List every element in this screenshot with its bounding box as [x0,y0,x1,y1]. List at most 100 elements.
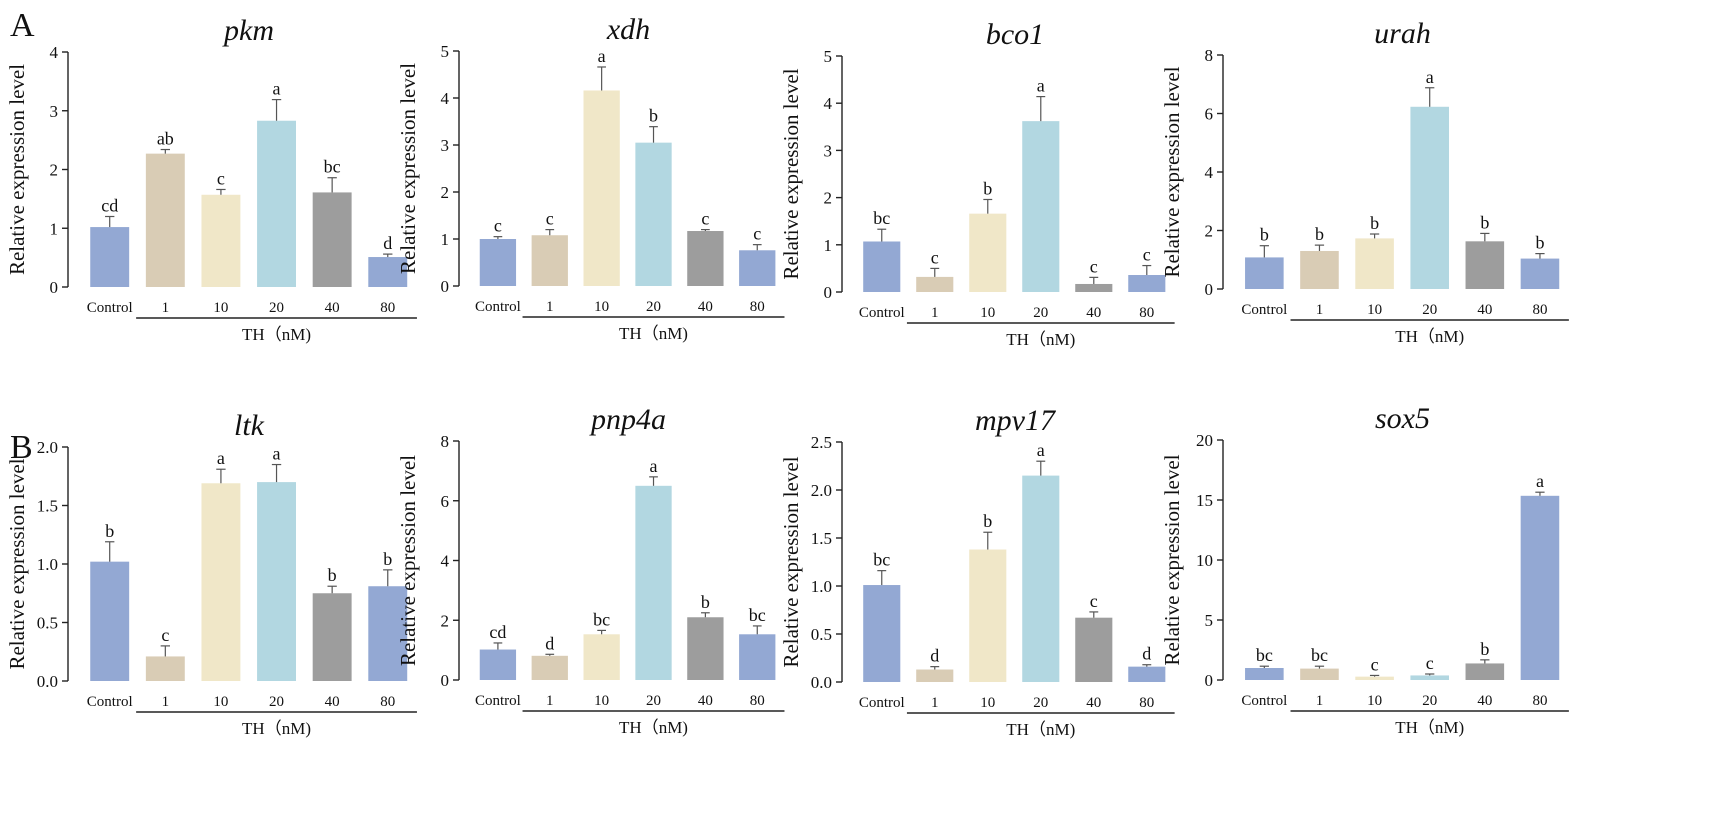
bar-1 [1300,250,1339,289]
bar-20 [1410,675,1449,680]
x-tick-label-Control: Control [1241,302,1287,318]
bar-1 [531,235,568,286]
significance-label-10: b [1370,213,1379,233]
x-tick-label-Control: Control [475,693,521,709]
y-tick-label: 0 [441,671,450,690]
significance-label-1: c [546,209,554,229]
bar-Control [479,649,517,680]
group-label: TH（nM) [1006,330,1075,349]
y-tick-label: 2.0 [811,481,832,500]
significance-label-Control: c [494,216,502,236]
x-tick-label-20: 20 [646,693,661,709]
bar-80 [1128,275,1166,292]
significance-label-1: c [161,625,169,645]
bar-Control [863,241,901,292]
significance-label-40: c [701,209,709,229]
x-tick-label-80: 80 [1139,305,1154,321]
y-tick-label: 2.5 [811,433,832,452]
x-tick-label-10: 10 [980,305,995,321]
group-label: TH（nM) [1395,327,1464,346]
significance-label-80: d [383,233,392,253]
y-tick-label: 3 [441,136,450,155]
group-label: TH（nM) [619,324,688,343]
y-axis-label: Relative expression level [396,63,420,274]
bar-20 [1022,121,1060,292]
x-tick-label-10: 10 [1367,693,1382,709]
bar-10 [583,634,620,680]
panel-letter-a: A [10,7,35,44]
y-tick-label: 0 [1205,280,1214,299]
bar-10 [583,90,620,286]
x-tick-label-10: 10 [980,695,995,711]
significance-label-40: b [1480,639,1489,659]
x-tick-label-40: 40 [325,694,340,710]
y-tick-label: 1.5 [811,529,832,548]
x-tick-label-80: 80 [380,694,395,710]
group-label: TH（nM) [242,325,311,344]
chart-mpv17: mpv17 Relative expression level 0.0 0.5 1.0 1… [779,404,1175,739]
significance-label-10: a [217,448,225,468]
bar-40 [1465,241,1505,289]
bar-1 [1300,668,1339,680]
y-tick-label: 0 [50,278,59,297]
chart-urah: urah Relative expression level 0 2 4 6 8 b Contr… [1160,17,1569,346]
bar-40 [687,617,724,680]
x-tick-label-10: 10 [213,300,228,316]
y-tick-label: 0.0 [811,673,832,692]
chart-title: pkm [222,14,274,47]
x-tick-label-40: 40 [1477,302,1492,318]
significance-label-20: a [273,444,281,464]
bar-20 [1022,475,1060,682]
panel-letter-b: B [10,429,33,466]
y-tick-label: 2 [441,183,450,202]
bar-40 [1075,617,1113,682]
y-tick-label: 2 [50,161,59,180]
charts-group: pkm Relative expression level 0 1 2 3 4 c d Contr… [5,13,1569,739]
x-tick-label-40: 40 [1086,695,1101,711]
significance-label-20: a [273,79,281,99]
y-tick-label: 8 [1205,46,1214,65]
x-tick-label-20: 20 [1033,695,1048,711]
bar-10 [969,213,1007,292]
y-tick-label: 0 [1205,671,1214,690]
x-tick-label-20: 20 [269,300,284,316]
significance-label-80: c [1143,245,1151,265]
y-tick-label: 1 [441,230,450,249]
x-tick-label-40: 40 [698,693,713,709]
significance-label-10: c [1371,654,1379,674]
x-tick-label-10: 10 [594,299,609,315]
y-tick-label: 4 [441,89,450,108]
x-tick-label-1: 1 [162,300,170,316]
significance-label-1: ab [157,129,174,149]
bar-80 [368,257,408,287]
y-axis-label: Relative expression level [1160,66,1184,277]
significance-label-20: a [1426,67,1434,87]
bar-Control [863,585,901,682]
y-tick-label: 6 [1205,105,1214,124]
x-tick-label-1: 1 [1316,302,1324,318]
significance-label-40: b [701,592,710,612]
y-tick-label: 3 [50,102,59,121]
significance-label-10: bc [593,609,610,629]
x-tick-label-Control: Control [475,299,521,315]
y-tick-label: 3 [824,141,833,160]
significance-label-20: a [1037,76,1045,96]
bar-20 [1410,106,1449,290]
x-tick-label-Control: Control [859,305,905,321]
significance-label-40: b [1480,212,1489,232]
bar-40 [1075,283,1113,292]
x-tick-label-10: 10 [213,694,228,710]
y-axis-label: Relative expression level [1160,454,1184,665]
bar-40 [312,593,352,681]
x-tick-label-40: 40 [698,299,713,315]
bar-1 [145,153,185,287]
x-tick-label-80: 80 [380,300,395,316]
y-axis-label: Relative expression level [5,458,29,669]
y-tick-label: 4 [824,94,833,113]
significance-label-10: a [598,46,606,66]
y-tick-label: 1.0 [37,555,58,574]
bar-80 [1128,666,1166,682]
chart-title: ltk [234,409,265,442]
significance-label-1: d [930,646,939,666]
y-tick-label: 2 [441,611,450,630]
